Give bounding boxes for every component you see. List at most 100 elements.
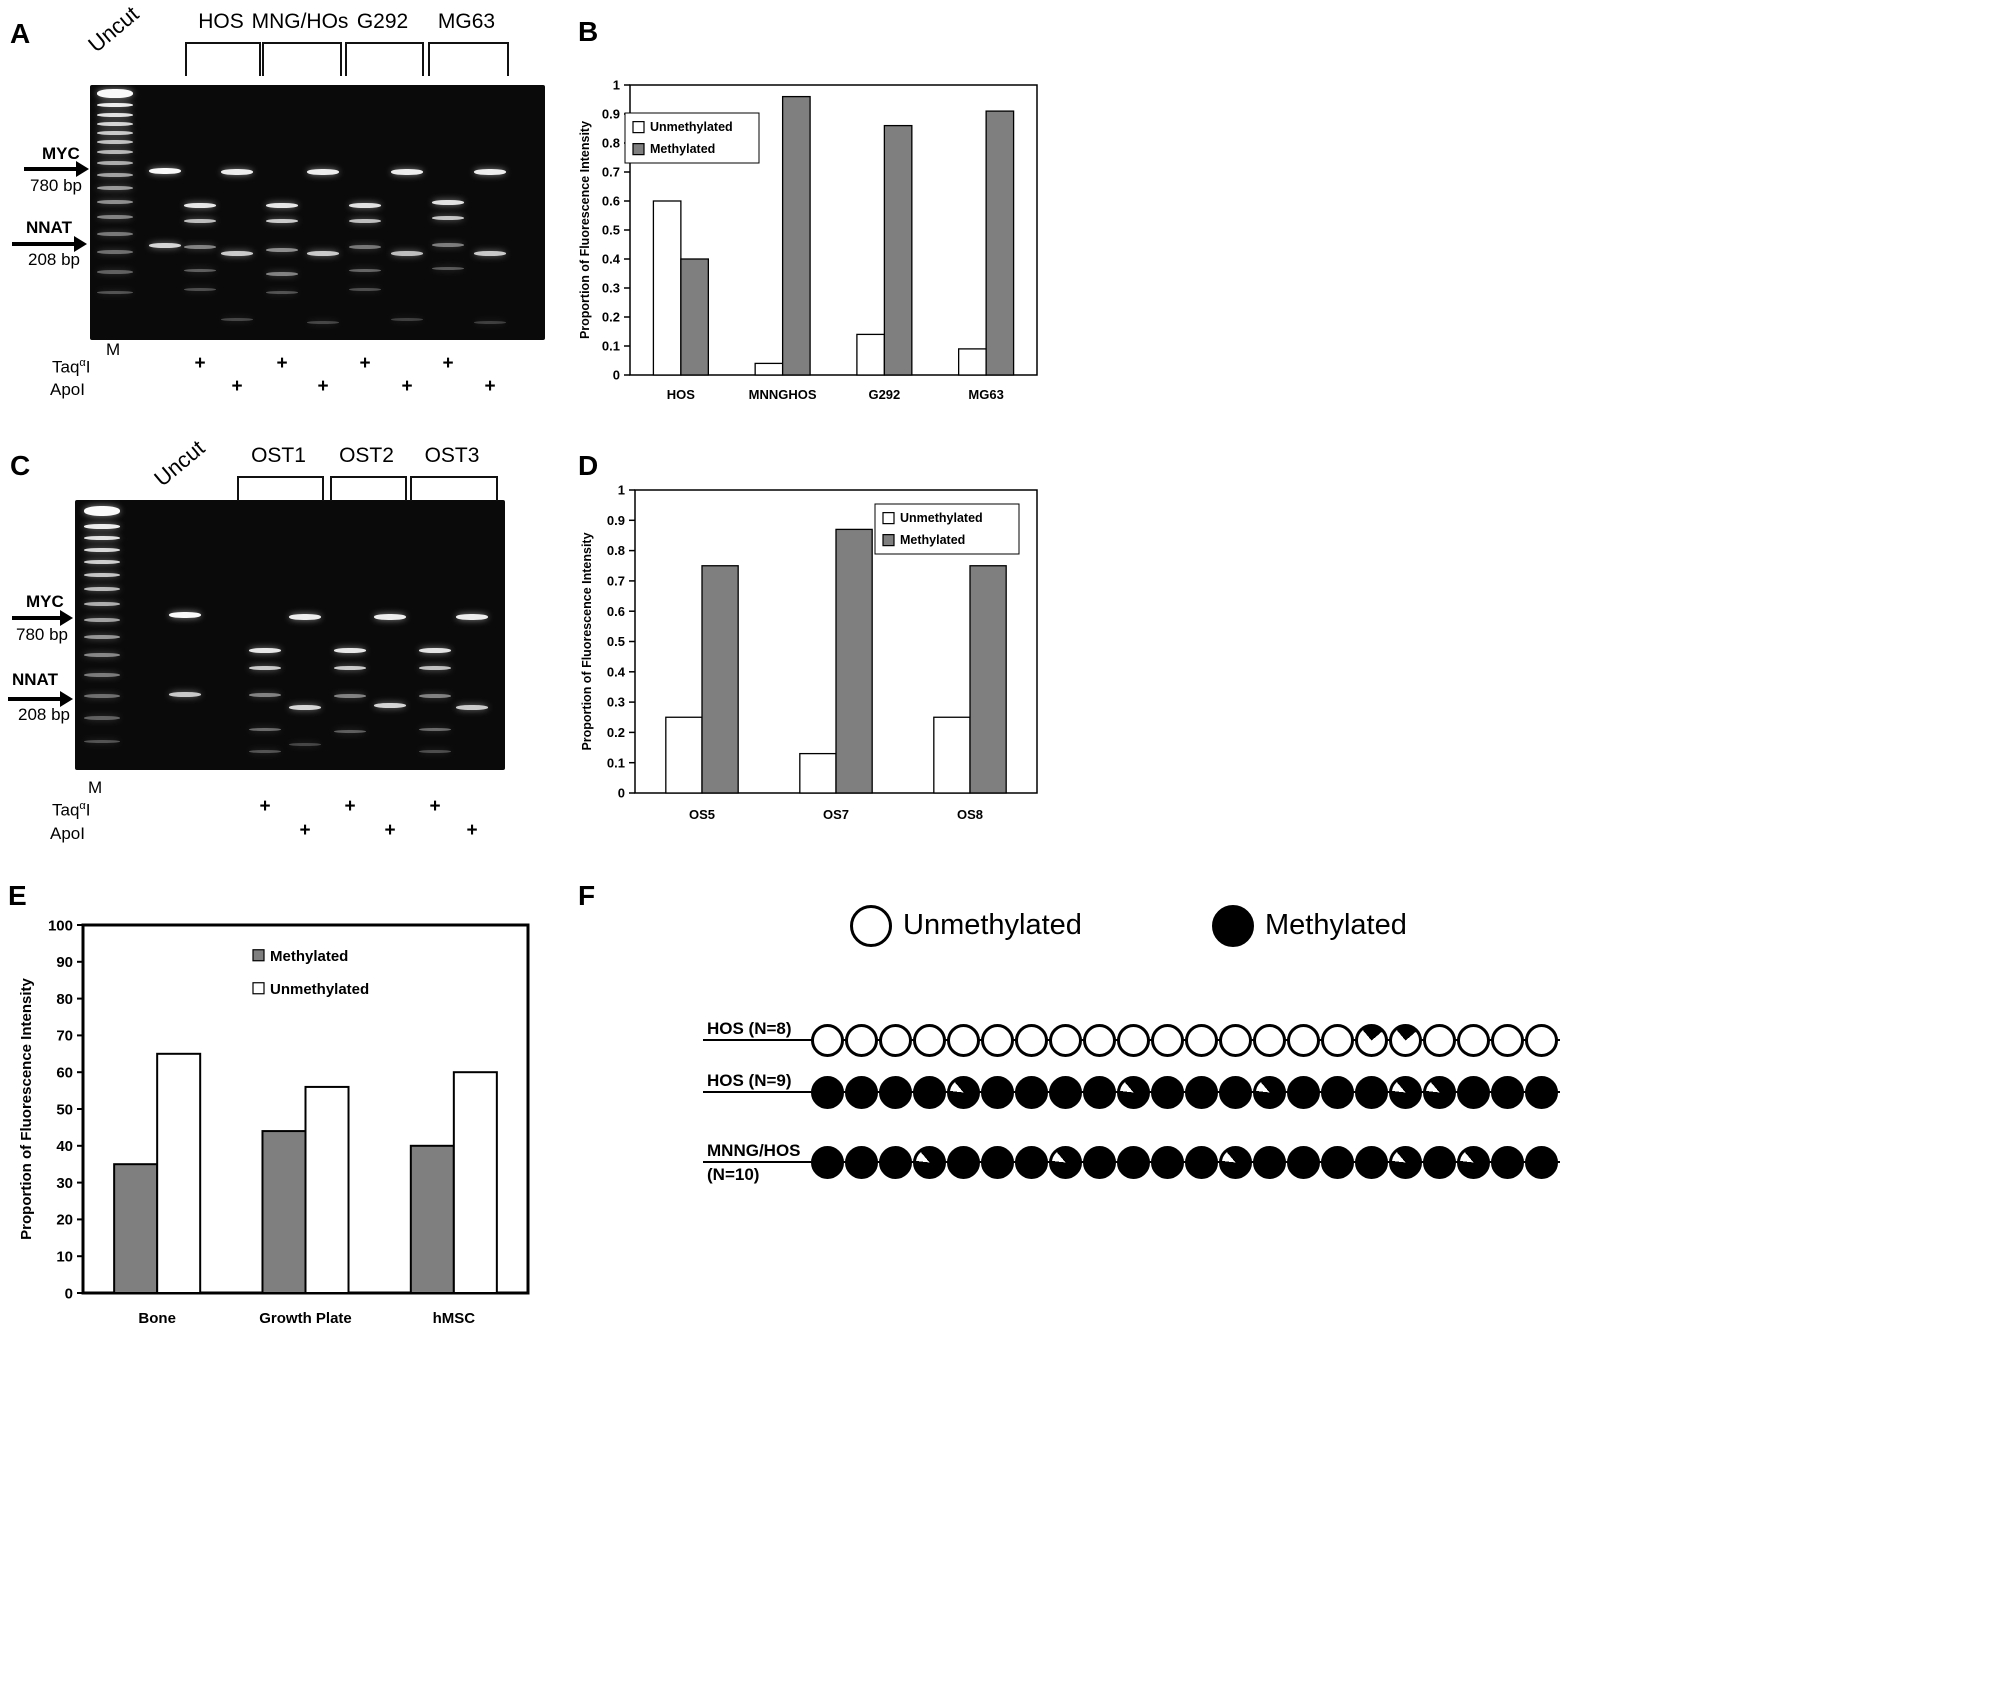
gel-band bbox=[221, 169, 253, 175]
cpg-circle bbox=[1286, 1145, 1320, 1179]
cpg-circle bbox=[844, 1023, 878, 1057]
gel-group-bracket bbox=[237, 476, 324, 501]
gel-band bbox=[84, 653, 120, 657]
cpg-circle bbox=[912, 1145, 946, 1179]
gel-c-nnat-size: 208 bp bbox=[18, 705, 70, 724]
y-tick-label: 70 bbox=[56, 1028, 73, 1045]
y-tick-label: 0.4 bbox=[607, 664, 626, 679]
gel-band bbox=[249, 728, 281, 731]
gel-group-bracket bbox=[330, 476, 407, 501]
cpg-circle bbox=[1116, 1023, 1150, 1057]
gel-group-bracket bbox=[262, 42, 342, 76]
gel-band bbox=[221, 318, 253, 321]
gel-band bbox=[307, 321, 339, 324]
legend-label: Unmethylated bbox=[900, 511, 983, 525]
cpg-circle bbox=[810, 1145, 844, 1179]
gel-band bbox=[84, 602, 120, 606]
gel-band bbox=[97, 140, 133, 144]
taq-plus-sign: + bbox=[194, 353, 206, 374]
y-tick-label: 0.7 bbox=[602, 165, 620, 180]
cpg-circle bbox=[844, 1075, 878, 1109]
y-tick-label: 1 bbox=[613, 78, 620, 93]
gel-band bbox=[97, 122, 133, 126]
legend-swatch bbox=[632, 121, 645, 134]
cpg-circle bbox=[1490, 1145, 1524, 1179]
legend-label: Unmethylated bbox=[270, 981, 369, 998]
y-tick-label: 0.8 bbox=[602, 136, 620, 151]
gel-band bbox=[97, 150, 133, 154]
cpg-circle bbox=[1422, 1023, 1456, 1057]
gel-group-label: MNG/HOs bbox=[251, 10, 349, 33]
gel-band bbox=[266, 219, 298, 223]
gel-c-marker-label: M bbox=[88, 778, 103, 797]
bar-unmethylated bbox=[799, 752, 837, 794]
cpg-circle bbox=[844, 1145, 878, 1179]
y-axis-title: Proportion of Fluorescence Intensity bbox=[580, 532, 594, 750]
x-category-label: OS7 bbox=[823, 807, 849, 822]
gel-a-myc-size: 780 bp bbox=[30, 176, 82, 195]
bar-unmethylated bbox=[304, 1085, 350, 1294]
chart-svg-B: 0 0.1 0.2 0.3 0.4 0.5 0.6 0.7 0.8 0.9 1 HOS MNNGHOS G… bbox=[578, 78, 1038, 402]
gel-band bbox=[184, 203, 216, 208]
cpg-circle bbox=[912, 1023, 946, 1057]
y-tick-label: 0.6 bbox=[607, 604, 625, 619]
gel-band bbox=[97, 232, 133, 236]
y-tick-label: 0 bbox=[618, 786, 625, 801]
gel-c-uncut-label: Uncut bbox=[149, 435, 210, 492]
panel-f-label: F bbox=[578, 880, 596, 911]
legend-swatch bbox=[252, 982, 265, 995]
cpg-circle bbox=[1184, 1023, 1218, 1057]
y-tick-label: 0.5 bbox=[602, 223, 620, 238]
cpg-circle bbox=[1320, 1075, 1354, 1109]
gel-group-label: MG63 bbox=[437, 10, 496, 33]
gel-band bbox=[349, 219, 381, 223]
legend-swatch bbox=[252, 949, 265, 962]
gel-band bbox=[84, 560, 120, 564]
legend-label: Methylated bbox=[650, 142, 715, 156]
bar-methylated bbox=[409, 1144, 455, 1294]
gel-band bbox=[84, 536, 120, 540]
gel-band bbox=[419, 728, 451, 731]
legend-unmethylated-circle-icon bbox=[850, 905, 892, 947]
gel-band bbox=[456, 705, 488, 710]
cpg-circle bbox=[1422, 1075, 1456, 1109]
cpg-circle bbox=[1048, 1023, 1082, 1057]
legend-label: Unmethylated bbox=[650, 120, 733, 134]
gel-c-myc-size: 780 bp bbox=[16, 625, 68, 644]
gel-band bbox=[84, 618, 120, 622]
x-category-label: MG63 bbox=[968, 387, 1003, 402]
gel-band bbox=[391, 251, 423, 256]
apoi-plus-sign: + bbox=[401, 376, 413, 397]
gel-band bbox=[149, 168, 181, 174]
apoi-plus-sign: + bbox=[466, 820, 478, 841]
legend-swatch bbox=[882, 534, 895, 547]
x-category-label: MNNGHOS bbox=[749, 387, 817, 402]
cpg-circle bbox=[1218, 1145, 1252, 1179]
gel-band bbox=[432, 243, 464, 247]
gel-band bbox=[419, 694, 451, 698]
bar-unmethylated bbox=[958, 348, 987, 376]
y-tick-label: 0.8 bbox=[607, 543, 625, 558]
gel-band bbox=[97, 89, 133, 98]
gel-band bbox=[97, 186, 133, 190]
gel-band bbox=[97, 161, 133, 165]
cpg-circle bbox=[1014, 1023, 1048, 1057]
y-tick-label: 10 bbox=[56, 1248, 73, 1265]
gel-band bbox=[334, 666, 366, 670]
gel-band bbox=[432, 267, 464, 270]
gel-c-myc-label: MYC bbox=[26, 592, 64, 611]
apoi-plus-sign: + bbox=[384, 820, 396, 841]
x-category-label: HOS bbox=[667, 387, 696, 402]
gel-c-apoi-enzyme-label: ApoI bbox=[50, 824, 85, 843]
y-tick-label: 100 bbox=[48, 917, 73, 934]
gel-band bbox=[169, 612, 201, 618]
gel-band bbox=[249, 693, 281, 697]
gel-band bbox=[97, 200, 133, 204]
y-tick-label: 0.6 bbox=[602, 194, 620, 209]
cpg-circle bbox=[1286, 1075, 1320, 1109]
cpg-methylation-panel: Unmethylated Methylated HOS (N=8) HOS (N=9)… bbox=[575, 880, 1590, 1230]
gel-band bbox=[391, 318, 423, 321]
gel-band bbox=[374, 614, 406, 620]
taq-plus-sign: + bbox=[429, 796, 441, 817]
gel-band bbox=[221, 251, 253, 256]
